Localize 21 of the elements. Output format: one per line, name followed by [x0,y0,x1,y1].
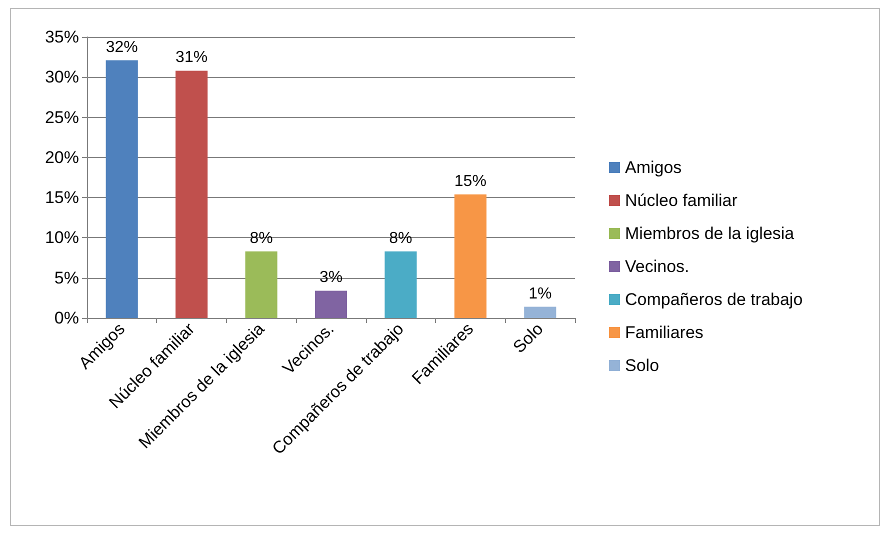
y-tick-label: 0% [54,308,79,328]
legend-label: Miembros de la iglesia [625,224,795,243]
y-tick-label: 30% [44,68,79,87]
data-label: 3% [319,269,343,286]
data-label: 15% [454,172,486,190]
y-tick-label: 15% [44,188,79,208]
legend-label: Compañeros de trabajo [625,290,803,309]
y-tick-label: 35% [44,28,79,46]
x-tick-label: Solo [509,319,547,357]
data-label: 31% [176,49,208,66]
y-tick-label: 25% [44,108,79,127]
legend-label: Amigos [625,158,682,177]
legend-label: Vecinos. [625,257,690,276]
y-tick-label: 10% [44,228,79,248]
data-label: 8% [389,230,412,247]
y-tick-label: 5% [54,268,79,288]
data-label: 32% [106,38,138,56]
data-label: 1% [528,285,552,302]
y-tick-label: 20% [44,148,79,167]
data-label: 8% [250,230,273,247]
legend-label: Núcleo familiar [625,191,738,210]
